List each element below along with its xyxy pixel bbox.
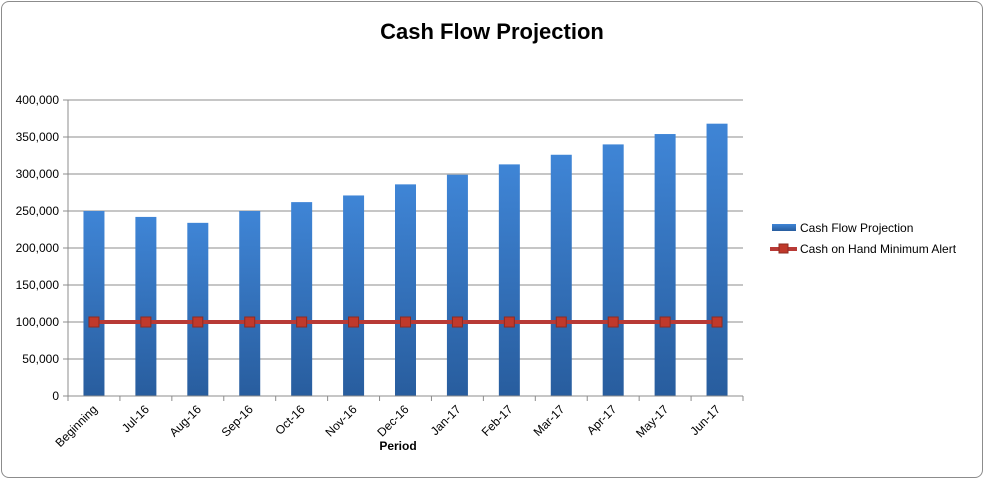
- alert-marker: [711, 316, 723, 328]
- x-tick-label: Sep-16: [219, 402, 256, 439]
- y-tick-label: 100,000: [16, 315, 60, 329]
- alert-marker: [503, 316, 515, 328]
- x-tick-label: Oct-16: [272, 402, 308, 438]
- alert-marker: [244, 316, 256, 328]
- alert-marker: [400, 316, 411, 328]
- bar-series: [83, 123, 728, 397]
- y-tick-label: 250,000: [16, 204, 60, 218]
- y-tick-label: 0: [52, 389, 59, 403]
- bar: [187, 222, 209, 396]
- bar: [291, 202, 313, 396]
- x-tick-label: Aug-16: [167, 402, 204, 439]
- axes: 0 50,000 100,000 150,000 200,000 250,000 300,0…: [16, 93, 744, 450]
- y-tick-label: 150,000: [16, 278, 60, 292]
- bar: [654, 134, 676, 397]
- bar: [83, 211, 105, 396]
- x-tick-label: Dec-16: [374, 402, 411, 439]
- alert-marker: [659, 316, 671, 328]
- y-tick-label: 300,000: [16, 167, 60, 181]
- alert-marker: [296, 316, 308, 328]
- bar: [343, 195, 365, 396]
- y-tick-label: 50,000: [22, 352, 59, 366]
- y-tick-label: 400,000: [16, 93, 60, 107]
- x-tick-label: Nov-16: [322, 402, 359, 439]
- bar: [498, 164, 520, 396]
- alert-marker: [348, 316, 360, 328]
- alert-marker: [140, 316, 152, 328]
- y-tick-label: 200,000: [16, 241, 60, 255]
- bar: [706, 123, 728, 397]
- x-tick-label: Beginning: [52, 402, 100, 450]
- alert-marker: [555, 316, 567, 328]
- legend-swatch-bar: [772, 224, 796, 231]
- bar: [135, 216, 157, 396]
- alert-marker: [88, 316, 100, 328]
- x-tick-label: Jan-17: [428, 402, 464, 438]
- x-tick-label: Apr-17: [584, 402, 620, 438]
- x-tick-label: Jul-16: [119, 402, 152, 435]
- bar: [550, 154, 572, 396]
- x-axis-title: Period: [379, 439, 416, 453]
- chart-title: Cash Flow Projection: [380, 19, 604, 44]
- legend-swatch-marker: [778, 243, 789, 254]
- x-tick-label: May-17: [633, 402, 671, 440]
- x-tick-label: Feb-17: [479, 402, 516, 439]
- x-tick-label: Jun-17: [687, 402, 723, 438]
- bar: [239, 211, 261, 396]
- bar: [395, 184, 416, 396]
- legend-label-minimum-alert: Cash on Hand Minimum Alert: [800, 242, 957, 256]
- alert-marker: [451, 316, 463, 328]
- line-series: [88, 316, 723, 328]
- legend-label-cash-flow: Cash Flow Projection: [800, 221, 913, 235]
- alert-marker: [192, 316, 204, 328]
- alert-marker: [607, 316, 619, 328]
- bar: [446, 174, 468, 396]
- x-tick-label: Mar-17: [531, 402, 568, 439]
- bar: [602, 144, 624, 396]
- legend: Cash Flow Projection Cash on Hand Minimu…: [770, 221, 957, 256]
- y-tick-label: 350,000: [16, 130, 60, 144]
